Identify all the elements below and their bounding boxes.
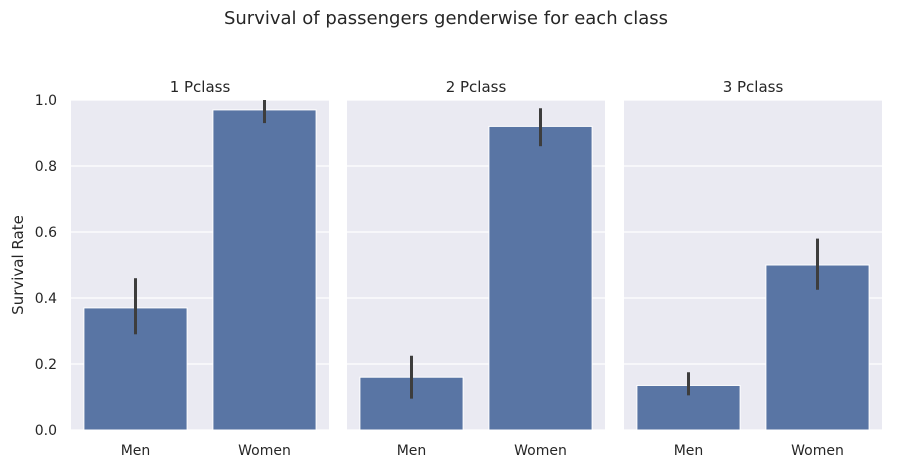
bar [488,125,593,431]
facet-panel-3: 3 Pclass Men Women [624,78,882,459]
x-tick-label: Men [121,443,151,459]
y-tick-label: 0.8 [35,159,57,175]
x-tick-label: Women [238,443,291,459]
bar [765,264,870,431]
bar [212,109,317,431]
facet-title: 3 Pclass [723,78,784,96]
x-tick-label: Women [791,443,844,459]
y-axis-label: Survival Rate [9,215,27,315]
y-tick-label: 1.0 [35,93,57,109]
facet-title: 2 Pclass [446,78,507,96]
x-tick-label: Men [674,443,704,459]
facet-panel-1: 0.0 0.2 0.4 0.6 0.8 1.0 1 Pclass Men Women [35,78,329,459]
facet-title: 1 Pclass [170,78,231,96]
y-tick-label: 0.0 [35,423,57,439]
x-tick-label: Men [397,443,427,459]
facet-panel-2: 2 Pclass Men Women [347,78,605,459]
x-tick-label: Women [514,443,567,459]
y-tick-label: 0.4 [35,291,57,307]
chart-title: Survival of passengers genderwise for ea… [224,8,668,29]
y-tick-label: 0.2 [35,357,57,373]
y-tick-label: 0.6 [35,225,57,241]
